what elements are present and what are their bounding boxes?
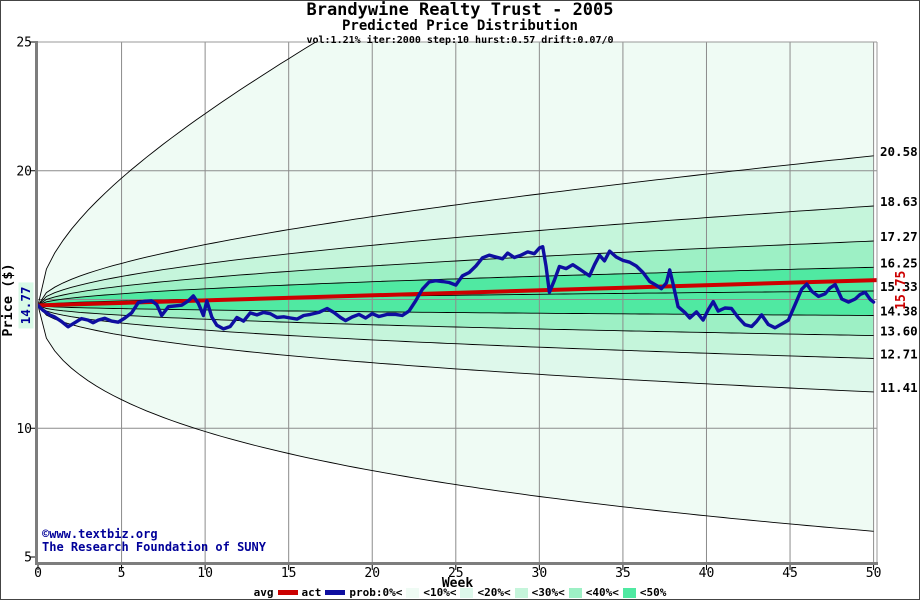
y-tick-label: 20 xyxy=(16,164,32,179)
legend-band-label: <40%< xyxy=(585,586,619,599)
legend-band-label: <20%< xyxy=(477,586,511,599)
boundary-curve xyxy=(38,42,317,306)
right-axis-label: 16.25 xyxy=(880,255,918,270)
chart-header: Brandywine Realty Trust - 2005 Predicted… xyxy=(0,0,920,47)
legend-band-label: <30%< xyxy=(531,586,565,599)
boundary-curve xyxy=(38,155,874,306)
right-axis-label: 13.60 xyxy=(880,324,918,339)
legend-band-swatch xyxy=(622,587,636,598)
start-price-label: 14.77 xyxy=(18,287,33,325)
y-axis-title: Price ($) xyxy=(0,263,16,336)
legend-band-label: <10%< xyxy=(423,586,457,599)
page-title: Brandywine Realty Trust - 2005 xyxy=(306,0,614,20)
right-axis-label: 17.27 xyxy=(880,229,918,244)
legend-band-swatch xyxy=(514,587,528,598)
x-tick-label: 40 xyxy=(699,566,715,581)
chart-legend: avg act prob:0%< <10%< <20%< <30%< <40%< <50… xyxy=(0,586,920,599)
right-axis-label: 18.63 xyxy=(880,194,918,209)
avg-line xyxy=(37,278,878,308)
avg-end-label: 15.75 xyxy=(894,271,909,310)
start-price-tag-bg xyxy=(18,282,34,329)
y-tick-label: 10 xyxy=(16,422,32,437)
watermark-url: ©www.textbiz.org xyxy=(42,527,158,541)
boundary-curve xyxy=(38,305,874,532)
simulation-params: vol:1.21% iter:2000 step:10 hurst:0.57 d… xyxy=(306,35,614,46)
boundary-curve xyxy=(38,305,874,359)
x-tick-label: 50 xyxy=(866,566,882,581)
boundary-curve xyxy=(38,266,874,306)
chart-subtitle: Predicted Price Distribution xyxy=(341,18,578,34)
legend-avg-label: avg xyxy=(253,586,274,599)
x-tick-label: 15 xyxy=(281,566,297,581)
act-line xyxy=(36,244,876,331)
gridlines xyxy=(38,42,877,563)
legend-avg-swatch xyxy=(277,590,298,595)
x-tick-label: 5 xyxy=(118,566,126,581)
legend-band-swatch xyxy=(406,587,420,598)
right-axis-label: 20.58 xyxy=(880,144,918,159)
watermark: ©www.textbiz.org The Research Foundation… xyxy=(42,528,266,554)
legend-band-items: <10%< <20%< <30%< <40%< <50% xyxy=(406,586,666,599)
x-tick-label: 25 xyxy=(448,566,464,581)
boundary-curve xyxy=(38,304,874,337)
boundary-curve xyxy=(38,205,874,306)
y-tick-label: 5 xyxy=(24,551,32,566)
x-tick-label: 30 xyxy=(532,566,548,581)
legend-band-label: <50% xyxy=(639,586,667,599)
x-tick-label: 0 xyxy=(34,566,42,581)
boundary-curve xyxy=(38,305,874,393)
x-tick-label: 45 xyxy=(782,566,798,581)
x-tick-label: 20 xyxy=(364,566,380,581)
right-axis-label: 15.33 xyxy=(880,279,918,294)
legend-band-swatch xyxy=(460,587,474,598)
watermark-org: The Research Foundation of SUNY xyxy=(42,540,266,554)
y-tick-label: 25 xyxy=(16,36,32,51)
right-axis-label: 14.38 xyxy=(880,303,918,318)
x-tick-label: 10 xyxy=(197,566,213,581)
legend-band-swatch xyxy=(568,587,582,598)
legend-prob-label: prob:0%< xyxy=(349,586,403,599)
boundary-curve xyxy=(38,240,874,306)
legend-act-swatch xyxy=(325,590,346,595)
axis-ticks xyxy=(30,41,875,570)
right-axis-label: 12.71 xyxy=(880,346,918,361)
x-axis-title: Week xyxy=(442,576,473,591)
x-tick-label: 35 xyxy=(615,566,631,581)
legend-act-label: act xyxy=(301,586,322,599)
right-axis-label: 11.41 xyxy=(880,380,918,395)
plot-borders xyxy=(35,41,878,565)
